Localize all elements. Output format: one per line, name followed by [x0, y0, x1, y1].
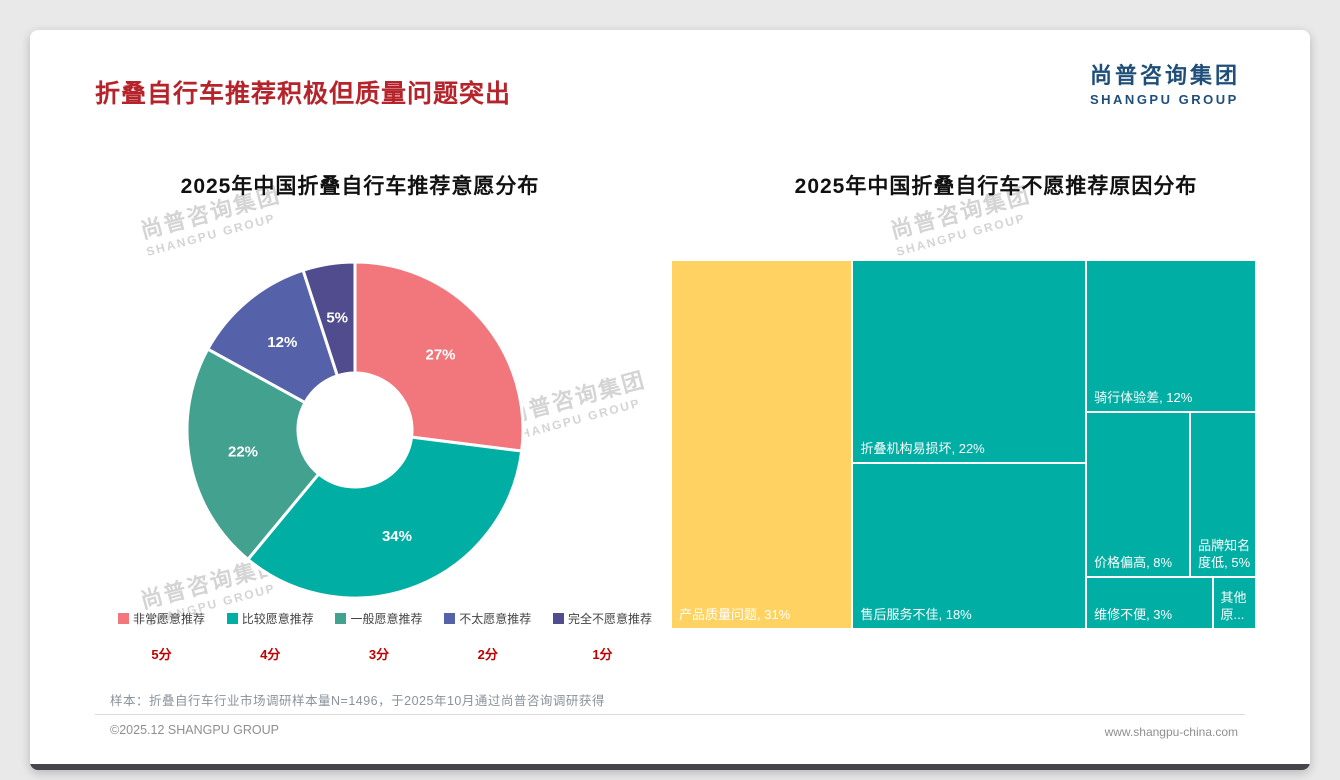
- treemap-cell-其他原因[interactable]: 其他原...: [1213, 577, 1255, 628]
- treemap-cell-品牌知名度低[interactable]: 品牌知名度低, 5%: [1191, 413, 1255, 576]
- pie-slice-label: 27%: [425, 347, 455, 364]
- pie-slice-label: 5%: [326, 309, 348, 326]
- legend-label: 一般愿意推荐: [350, 612, 423, 626]
- legend-score: 2分: [477, 647, 498, 662]
- legend-col: 比较愿意推荐 4分: [226, 610, 314, 663]
- treemap-cell-折叠机构易损坏[interactable]: 折叠机构易损坏, 22%: [853, 261, 1086, 462]
- legend-col: 非常愿意推荐 5分: [118, 610, 205, 663]
- pie-chart-title: 2025年中国折叠自行车推荐意愿分布: [180, 175, 540, 198]
- treemap-cell-维修不便[interactable]: 维修不便, 3%: [1087, 577, 1212, 628]
- legend-label: 非常愿意推荐: [133, 612, 206, 626]
- legend-item-比较愿意推荐[interactable]: 比较愿意推荐: [226, 610, 314, 627]
- treemap-chart-title: 2025年中国折叠自行车不愿推荐原因分布: [794, 175, 1198, 198]
- pie-slice-label: 12%: [267, 334, 297, 351]
- treemap-cell-label: 其他原...: [1220, 590, 1247, 623]
- treemap-chart: 产品质量问题, 31% 折叠机构易损坏, 22% 售后服务不佳, 18% 骑行体验差,…: [672, 261, 1255, 628]
- legend-col: 完全不愿意推荐 1分: [552, 610, 652, 663]
- footer-divider: [95, 714, 1245, 715]
- slide: 尚普咨询集团 SHANGPU GROUP 尚普咨询集团 SHANGPU GROUP 尚普…: [30, 30, 1310, 770]
- treemap-group: 折叠机构易损坏, 22% 售后服务不佳, 18%: [853, 261, 1086, 628]
- donut-chart: 27% 34% 22% 12% 5%: [175, 250, 535, 610]
- legend-swatch-icon: [335, 613, 347, 624]
- treemap-cell-产品质量问题[interactable]: 产品质量问题, 31%: [672, 261, 852, 628]
- pie-legend: 非常愿意推荐 5分 比较愿意推荐 4分 一般愿意推荐 3分 不太愿意推荐 2分 完全不愿意推荐 1…: [118, 610, 652, 663]
- treemap-cell-售后服务不佳[interactable]: 售后服务不佳, 18%: [853, 463, 1086, 628]
- treemap-cell-价格偏高[interactable]: 价格偏高, 8%: [1087, 413, 1190, 576]
- pie-slice-不太愿意推荐[interactable]: [206, 268, 339, 405]
- legend-col: 不太愿意推荐 2分: [444, 610, 531, 663]
- legend-item-不太愿意推荐[interactable]: 不太愿意推荐: [444, 610, 531, 627]
- treemap-cell-label: 维修不便, 3%: [1094, 607, 1173, 623]
- treemap-cell-骑行体验差[interactable]: 骑行体验差, 12%: [1087, 261, 1255, 412]
- pie-slice-一般愿意推荐[interactable]: [185, 347, 321, 561]
- footer-copyright: ©2025.12 SHANGPU GROUP: [110, 723, 279, 737]
- treemap-group: 骑行体验差, 12% 价格偏高, 8% 品牌知名度低, 5% 维修不便, 3% 其他原.…: [1087, 261, 1255, 628]
- sample-note: 样本：折叠自行车行业市场调研样本量N=1496，于2025年10月通过尚普咨询调…: [110, 694, 605, 708]
- logo-cn-text: 尚普咨询集团: [1089, 63, 1240, 88]
- footer-website[interactable]: www.shangpu-china.com: [1104, 725, 1238, 739]
- page-title: 折叠自行车推荐积极但质量问题突出: [95, 80, 512, 108]
- treemap-group: 维修不便, 3% 其他原...: [1087, 577, 1255, 628]
- treemap-cell-label: 产品质量问题, 31%: [679, 607, 791, 623]
- legend-swatch-icon: [444, 613, 456, 624]
- legend-label: 完全不愿意推荐: [567, 612, 652, 626]
- legend-item-完全不愿意推荐[interactable]: 完全不愿意推荐: [552, 610, 652, 627]
- legend-label: 比较愿意推荐: [241, 612, 314, 626]
- legend-item-非常愿意推荐[interactable]: 非常愿意推荐: [118, 610, 205, 627]
- legend-score: 5分: [151, 647, 172, 662]
- logo-en-text: SHANGPU GROUP: [1089, 92, 1239, 107]
- treemap-group: 价格偏高, 8% 品牌知名度低, 5%: [1087, 413, 1255, 576]
- legend-score: 1分: [592, 647, 613, 662]
- treemap-cell-label: 品牌知名度低, 5%: [1198, 538, 1251, 571]
- legend-swatch-icon: [552, 613, 564, 624]
- legend-score: 3分: [368, 647, 390, 662]
- company-logo: 尚普咨询集团 SHANGPU GROUP: [1090, 58, 1240, 107]
- legend-swatch-icon: [118, 613, 129, 624]
- pie-slice-label: 34%: [382, 528, 412, 545]
- legend-item-一般愿意推荐[interactable]: 一般愿意推荐: [335, 610, 422, 627]
- pie-slice-非常愿意推荐[interactable]: [353, 260, 525, 453]
- legend-swatch-icon: [226, 613, 238, 624]
- legend-label: 不太愿意推荐: [459, 612, 532, 626]
- treemap-cell-label: 售后服务不佳, 18%: [860, 607, 972, 623]
- treemap-cell-label: 折叠机构易损坏, 22%: [860, 440, 985, 456]
- legend-score: 4分: [260, 647, 281, 662]
- legend-col: 一般愿意推荐 3分: [335, 610, 422, 663]
- pie-slice-label: 22%: [228, 443, 258, 460]
- pie-slice-完全不愿意推荐[interactable]: [301, 260, 357, 378]
- donut-svg: 27% 34% 22% 12% 5%: [185, 260, 525, 600]
- treemap-cell-label: 价格偏高, 8%: [1094, 555, 1173, 571]
- treemap-cell-label: 骑行体验差, 12%: [1094, 390, 1193, 406]
